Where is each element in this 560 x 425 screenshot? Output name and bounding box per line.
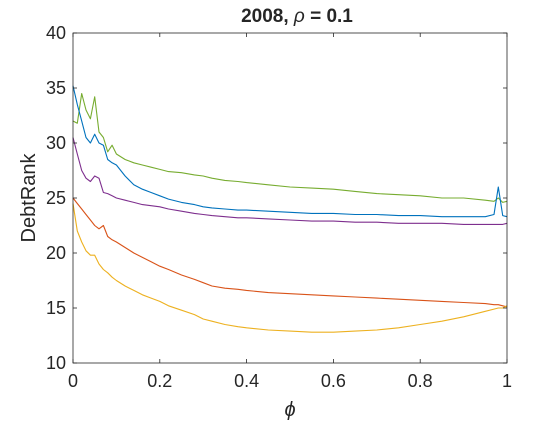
y-axis-label: DebtRank [18,153,40,243]
y-tick-label: 30 [46,133,66,153]
x-tick-label: 0.6 [321,371,346,391]
x-tick-label: 0.8 [408,371,433,391]
chart-title-suffix: = 0.1 [305,6,353,27]
chart-title: 2008, ρ = 0.1 [241,6,353,27]
y-tick-label: 25 [46,188,66,208]
x-tick-label: 0.2 [147,371,172,391]
x-axis-label: ϕ [284,399,295,420]
chart-title-rho-symbol: ρ [293,6,305,27]
y-tick-label: 35 [46,78,66,98]
y-tick-label: 40 [46,23,66,43]
y-tick-label: 20 [46,243,66,263]
x-tick-label: 0.4 [234,371,259,391]
x-tick-label: 1 [502,371,512,391]
y-tick-label: 10 [46,353,66,373]
x-tick-label: 0 [68,371,78,391]
y-tick-label: 15 [46,298,66,318]
chart-title-prefix: 2008, [241,6,294,27]
